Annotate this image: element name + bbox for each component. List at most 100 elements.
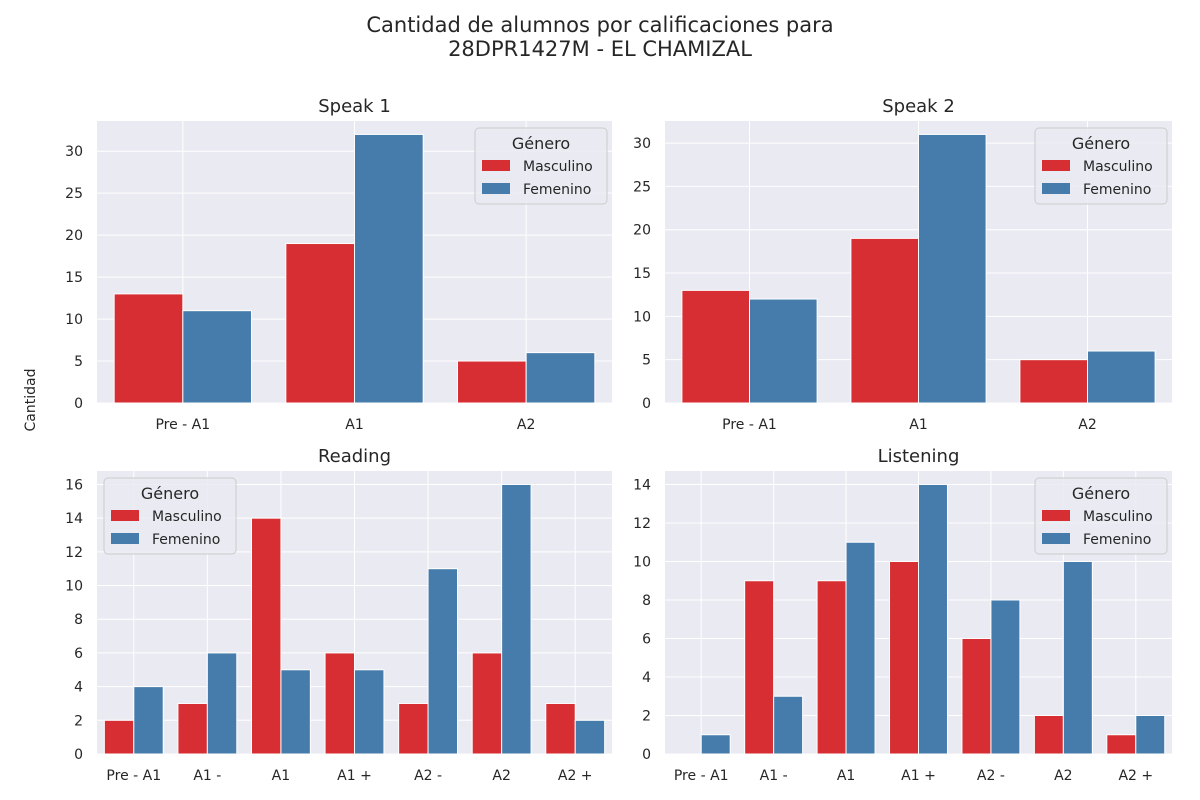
legend-swatch-masculino — [482, 160, 510, 171]
legend: Género Masculino Femenino — [1034, 477, 1168, 555]
bar-masculino-4 — [398, 702, 429, 755]
bar-masculino-2 — [457, 360, 527, 404]
y-tick-label: 25 — [633, 179, 651, 195]
y-tick-label: 5 — [74, 354, 83, 370]
legend-swatch-masculino — [111, 510, 139, 521]
legend-title: Género — [1072, 134, 1130, 153]
legend-swatch-masculino — [1042, 160, 1070, 171]
bar-femenino-0 — [133, 686, 164, 755]
x-tick-label: A1 + — [337, 768, 372, 784]
legend-swatch-masculino — [1042, 510, 1070, 521]
bar-masculino-1 — [850, 237, 920, 404]
legend-label-femenino: Femenino — [523, 182, 591, 198]
legend-swatch-femenino — [1042, 183, 1070, 194]
bar-femenino-5 — [1062, 560, 1093, 755]
figure-title-line-1: Cantidad de alumnos por calificaciones p… — [366, 13, 834, 37]
y-tick-label: 15 — [633, 266, 651, 282]
subplot-title: Speak 1 — [318, 96, 391, 117]
bar-masculino-6 — [1106, 734, 1137, 755]
y-tick-label: 12 — [65, 545, 83, 561]
x-tick-label: A1 - — [193, 768, 221, 784]
x-tick-label: A2 - — [414, 768, 442, 784]
bar-masculino-2 — [251, 517, 282, 755]
subplot-reading: 0 2 4 6 8 10 12 14 16 Pre - A1 A1 - A1 A1 + A2 - A2 A2 … — [65, 446, 612, 784]
y-tick-label: 4 — [642, 670, 651, 686]
bar-femenino-4 — [427, 568, 459, 755]
y-tick-label: 14 — [65, 511, 83, 527]
y-tick-label: 4 — [74, 680, 83, 696]
bar-masculino-3 — [889, 560, 919, 755]
bar-femenino-1 — [918, 133, 987, 404]
y-tick-label: 30 — [633, 136, 651, 152]
bar-masculino-6 — [545, 702, 576, 755]
subplot-speak-2: 0 5 10 15 20 25 30 Pre - A1 A1 A2 Speak 2 Género Mas… — [633, 96, 1172, 433]
bar-femenino-3 — [354, 669, 385, 755]
y-tick-label: 15 — [65, 270, 83, 286]
y-tick-label: 2 — [642, 708, 651, 724]
y-tick-label: 0 — [642, 396, 651, 412]
x-tick-label: A1 — [345, 417, 363, 433]
x-tick-label: A1 — [837, 768, 855, 784]
bar-masculino-0 — [681, 289, 751, 404]
bar-femenino-2 — [1087, 350, 1156, 404]
x-tick-label: A1 - — [760, 768, 788, 784]
legend-title: Género — [141, 484, 199, 503]
legend-title: Género — [512, 134, 570, 153]
x-tick-label: A2 — [1054, 768, 1072, 784]
x-tick-label: A1 — [272, 768, 290, 784]
bar-femenino-2 — [280, 669, 311, 755]
y-tick-label: 10 — [65, 579, 83, 595]
bar-femenino-0 — [182, 310, 252, 404]
x-tick-label: A1 + — [901, 768, 936, 784]
bar-masculino-4 — [961, 637, 992, 755]
y-tick-label: 0 — [642, 747, 651, 763]
legend: Género Masculino Femenino — [103, 477, 237, 555]
legend: Género Masculino Femenino — [1034, 127, 1168, 205]
bar-femenino-1 — [773, 695, 804, 755]
legend-label-masculino: Masculino — [1083, 509, 1153, 525]
legend-label-masculino: Masculino — [152, 509, 222, 525]
y-tick-label: 20 — [65, 228, 83, 244]
bar-femenino-0 — [749, 298, 818, 404]
bar-femenino-1 — [206, 652, 238, 755]
x-tick-label: A2 + — [558, 768, 593, 784]
subplot-title: Reading — [318, 446, 391, 467]
subplot-speak-1: 0 5 10 15 20 25 30 Pre - A1 A1 A2 Speak 1 Género Mas… — [65, 96, 612, 433]
bar-femenino-4 — [990, 599, 1021, 755]
x-tick-label: Pre - A1 — [155, 417, 210, 433]
bar-masculino-1 — [285, 243, 356, 404]
bar-femenino-6 — [1135, 714, 1166, 755]
x-tick-label: Pre - A1 — [722, 417, 777, 433]
x-tick-label: A2 - — [977, 768, 1005, 784]
x-tick-label: A2 — [517, 417, 535, 433]
legend-swatch-femenino — [111, 533, 139, 544]
bar-femenino-5 — [501, 483, 532, 755]
y-tick-label: 5 — [642, 353, 651, 369]
bar-femenino-2 — [525, 352, 596, 404]
bar-masculino-5 — [1033, 714, 1064, 755]
y-tick-label: 20 — [633, 223, 651, 239]
bar-masculino-0 — [103, 719, 135, 755]
y-tick-label: 8 — [74, 612, 83, 628]
y-tick-label: 10 — [65, 312, 83, 328]
bar-masculino-0 — [113, 293, 184, 404]
figure-title-line-2: 28DPR1427M - EL CHAMIZAL — [448, 37, 752, 61]
y-tick-label: 10 — [633, 309, 651, 325]
legend-label-masculino: Masculino — [1083, 159, 1153, 175]
y-tick-label: 14 — [633, 477, 651, 493]
legend-label-femenino: Femenino — [152, 532, 220, 548]
y-tick-label: 2 — [74, 713, 83, 729]
legend-title: Género — [1072, 484, 1130, 503]
y-tick-label: 8 — [642, 593, 651, 609]
legend-label-femenino: Femenino — [1083, 532, 1151, 548]
bar-masculino-2 — [1019, 359, 1089, 404]
x-tick-label: Pre - A1 — [106, 768, 161, 784]
y-tick-label: 10 — [633, 554, 651, 570]
bar-masculino-5 — [471, 652, 503, 755]
subplot-title: Listening — [878, 446, 960, 467]
bar-masculino-1 — [744, 580, 775, 755]
bar-femenino-1 — [354, 133, 424, 404]
bar-femenino-6 — [574, 719, 606, 755]
bar-masculino-2 — [816, 580, 847, 755]
